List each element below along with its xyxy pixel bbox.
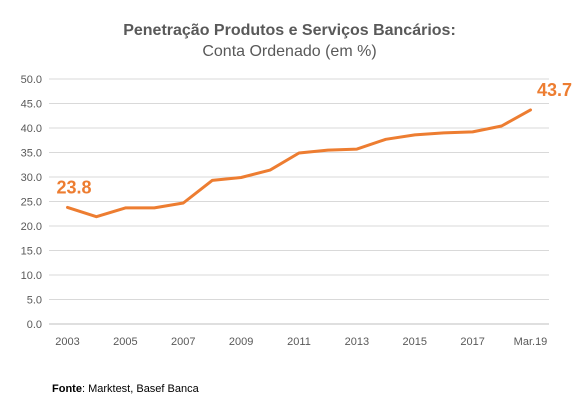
y-tick-label: 40.0 bbox=[21, 123, 42, 135]
x-tick-label: 2011 bbox=[287, 336, 311, 348]
x-tick-label: 2013 bbox=[345, 336, 369, 348]
source-text: : Marktest, Basef Banca bbox=[81, 383, 199, 395]
x-tick-label: 2003 bbox=[55, 336, 79, 348]
y-tick-label: 20.0 bbox=[21, 221, 42, 233]
x-tick-label: 2015 bbox=[403, 336, 427, 348]
y-tick-label: 50.0 bbox=[21, 74, 42, 86]
y-tick-label: 10.0 bbox=[21, 270, 42, 282]
y-tick-label: 25.0 bbox=[21, 197, 42, 209]
chart-subtitle: Conta Ordenado (em %) bbox=[202, 43, 377, 60]
y-tick-label: 30.0 bbox=[21, 172, 42, 184]
first-data-label: 23.8 bbox=[57, 177, 92, 197]
source-note: Fonte: Marktest, Basef Banca bbox=[52, 383, 199, 395]
y-tick-label: 45.0 bbox=[21, 99, 42, 111]
y-tick-label: 15.0 bbox=[21, 246, 42, 258]
series-line bbox=[66, 108, 532, 219]
chart-title: Penetração Produtos e Serviços Bancários… bbox=[123, 22, 456, 39]
x-tick-label: Mar.19 bbox=[514, 336, 548, 348]
y-axis-ticks: 0.0 5.0 10.0 15.0 20.0 25.0 30.0 35.0 40.0 45.0 50… bbox=[21, 74, 42, 331]
y-tick-label: 35.0 bbox=[21, 148, 42, 160]
y-tick-label: 0.0 bbox=[27, 319, 42, 331]
x-tick-label: 2017 bbox=[460, 336, 484, 348]
x-tick-label: 2009 bbox=[229, 336, 253, 348]
last-data-label: 43.7 bbox=[537, 80, 572, 100]
x-tick-label: 2005 bbox=[113, 336, 137, 348]
x-axis-ticks: 2003 2005 2007 2009 2011 2013 2015 2017 Mar.19 bbox=[55, 336, 547, 348]
source-label: Fonte bbox=[52, 383, 82, 395]
x-tick-label: 2007 bbox=[171, 336, 195, 348]
y-tick-label: 5.0 bbox=[27, 295, 42, 307]
gridlines bbox=[49, 78, 549, 325]
